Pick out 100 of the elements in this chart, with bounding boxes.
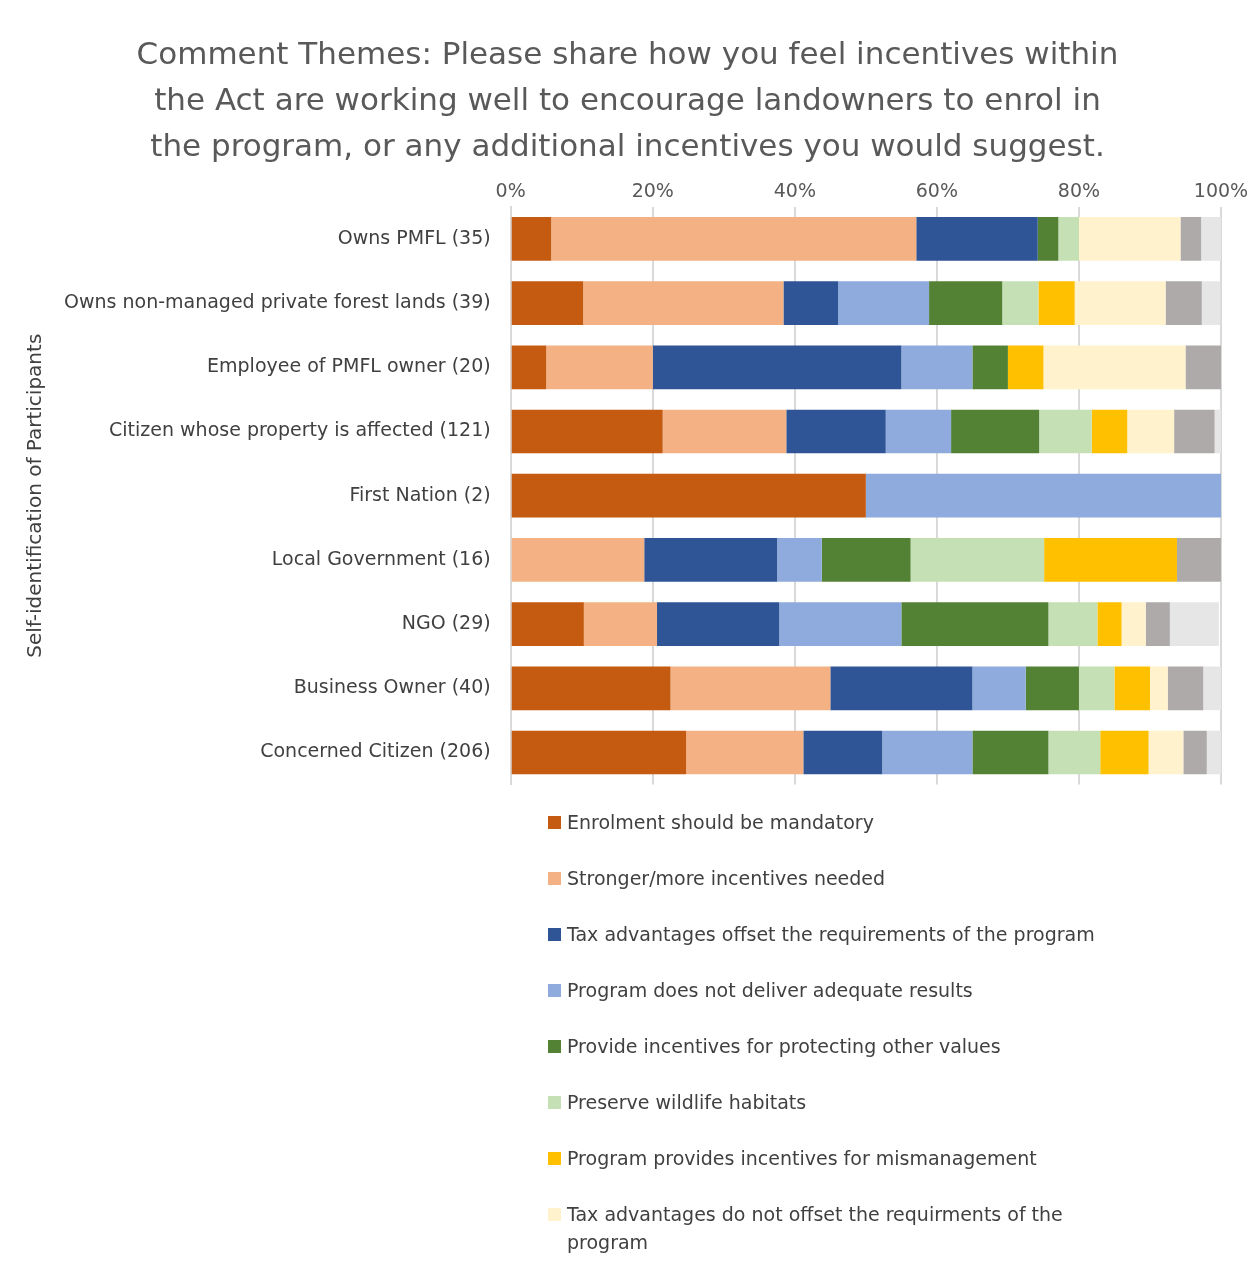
x-tick-label: 20% bbox=[631, 179, 674, 202]
bar bbox=[1100, 730, 1149, 775]
x-tick-label: 40% bbox=[773, 179, 816, 202]
bar bbox=[1043, 345, 1186, 390]
y-tick-label: Owns non-managed private forest lands (39) bbox=[63, 290, 491, 313]
bar bbox=[1201, 217, 1221, 261]
bar bbox=[644, 538, 778, 582]
bar bbox=[1007, 345, 1044, 390]
bar bbox=[1176, 538, 1221, 582]
bar bbox=[511, 473, 866, 518]
y-tick-label: Business Owner (40) bbox=[293, 675, 491, 698]
y-tick-label: Citizen whose property is affected (121) bbox=[109, 418, 491, 441]
bar bbox=[786, 409, 886, 454]
bar bbox=[1091, 409, 1128, 454]
bar bbox=[662, 409, 787, 454]
y-tick-label: Employee of PMFL owner (20) bbox=[207, 354, 491, 377]
bar bbox=[882, 730, 973, 775]
bar bbox=[1214, 409, 1221, 454]
bar bbox=[830, 666, 973, 711]
bar bbox=[972, 345, 1008, 390]
bar bbox=[583, 281, 784, 325]
bar bbox=[1048, 730, 1101, 775]
bar bbox=[1078, 217, 1181, 261]
bar bbox=[1180, 217, 1202, 261]
bar bbox=[511, 345, 547, 390]
bar bbox=[972, 730, 1049, 775]
bar bbox=[1039, 409, 1092, 454]
bar bbox=[546, 345, 653, 390]
bar bbox=[1206, 730, 1221, 775]
bar bbox=[885, 409, 952, 454]
bar bbox=[865, 473, 1221, 518]
bar bbox=[551, 217, 917, 261]
bar bbox=[511, 281, 584, 325]
bar bbox=[1148, 730, 1184, 775]
x-tick-label: 100% bbox=[1193, 179, 1249, 202]
x-tick-label: 0% bbox=[495, 179, 526, 202]
bar bbox=[511, 409, 663, 454]
bar bbox=[1145, 602, 1170, 646]
y-tick-label: First Nation (2) bbox=[349, 482, 491, 505]
legend-label: Enrolment should be mandatory bbox=[567, 810, 874, 835]
y-tick-label: Concerned Citizen (206) bbox=[260, 739, 491, 762]
bar bbox=[1038, 281, 1075, 325]
bar bbox=[511, 602, 584, 646]
bar bbox=[657, 602, 780, 646]
legend-label: Stronger/more incentives needed bbox=[567, 866, 886, 891]
bar bbox=[1058, 217, 1079, 261]
bar bbox=[803, 730, 883, 775]
bar bbox=[1183, 730, 1207, 775]
bar bbox=[583, 602, 658, 646]
bar bbox=[783, 281, 839, 325]
bar bbox=[1127, 409, 1175, 454]
bar bbox=[511, 538, 645, 582]
bar bbox=[1025, 666, 1079, 711]
bar bbox=[821, 538, 911, 582]
bar bbox=[1169, 602, 1219, 646]
bar bbox=[1037, 217, 1059, 261]
bar bbox=[901, 345, 973, 390]
bar bbox=[901, 602, 1049, 646]
bar bbox=[1165, 281, 1202, 325]
legend-label: Tax advantages do not offset the requirments of the program bbox=[567, 1202, 1064, 1255]
bar bbox=[1174, 409, 1215, 454]
bar bbox=[929, 281, 1003, 325]
legend-label: Preserve wildlife habitats bbox=[567, 1090, 807, 1115]
bar bbox=[1121, 602, 1146, 646]
bar bbox=[1048, 602, 1098, 646]
y-tick-label: Owns PMFL (35) bbox=[337, 225, 491, 248]
bar bbox=[1167, 666, 1204, 711]
legend-label: Program does not deliver adequate results bbox=[567, 978, 973, 1003]
x-tick-label: 80% bbox=[1057, 179, 1101, 202]
bar bbox=[1097, 602, 1122, 646]
chart-title: Comment Themes: Please share how you feel incentives within the Act are working well to encourage landowners to enrol in the program, or any additional incentives you would suggest. bbox=[135, 34, 1120, 165]
bar bbox=[652, 345, 902, 390]
bar bbox=[1078, 666, 1115, 711]
legend-label: Provide incentives for protecting other values bbox=[567, 1034, 1001, 1059]
legend-label: Program provides incentives for mismanagement bbox=[567, 1146, 1037, 1171]
bar bbox=[1114, 666, 1150, 711]
bar bbox=[779, 602, 902, 646]
bar bbox=[1074, 281, 1166, 325]
bar bbox=[1044, 538, 1177, 582]
bar bbox=[511, 730, 687, 775]
bar bbox=[1149, 666, 1168, 711]
bar bbox=[838, 281, 930, 325]
bar bbox=[686, 730, 804, 775]
y-axis-title: Self-identification of Participants bbox=[22, 333, 47, 658]
x-tick-label: 60% bbox=[915, 179, 958, 202]
bar bbox=[670, 666, 831, 711]
legend-label: Tax advantages offset the requirements of the program bbox=[567, 922, 1095, 947]
bar bbox=[777, 538, 822, 582]
bar bbox=[972, 666, 1026, 711]
bar bbox=[1203, 666, 1221, 711]
bar bbox=[511, 217, 552, 261]
bar bbox=[1002, 281, 1039, 325]
y-tick-label: NGO (29) bbox=[401, 611, 491, 634]
bar bbox=[951, 409, 1040, 454]
bar bbox=[910, 538, 1045, 582]
y-tick-label: Local Government (16) bbox=[271, 546, 491, 569]
bar bbox=[916, 217, 1038, 261]
bar bbox=[1185, 345, 1221, 390]
bar bbox=[1201, 281, 1221, 325]
bar bbox=[511, 666, 671, 711]
